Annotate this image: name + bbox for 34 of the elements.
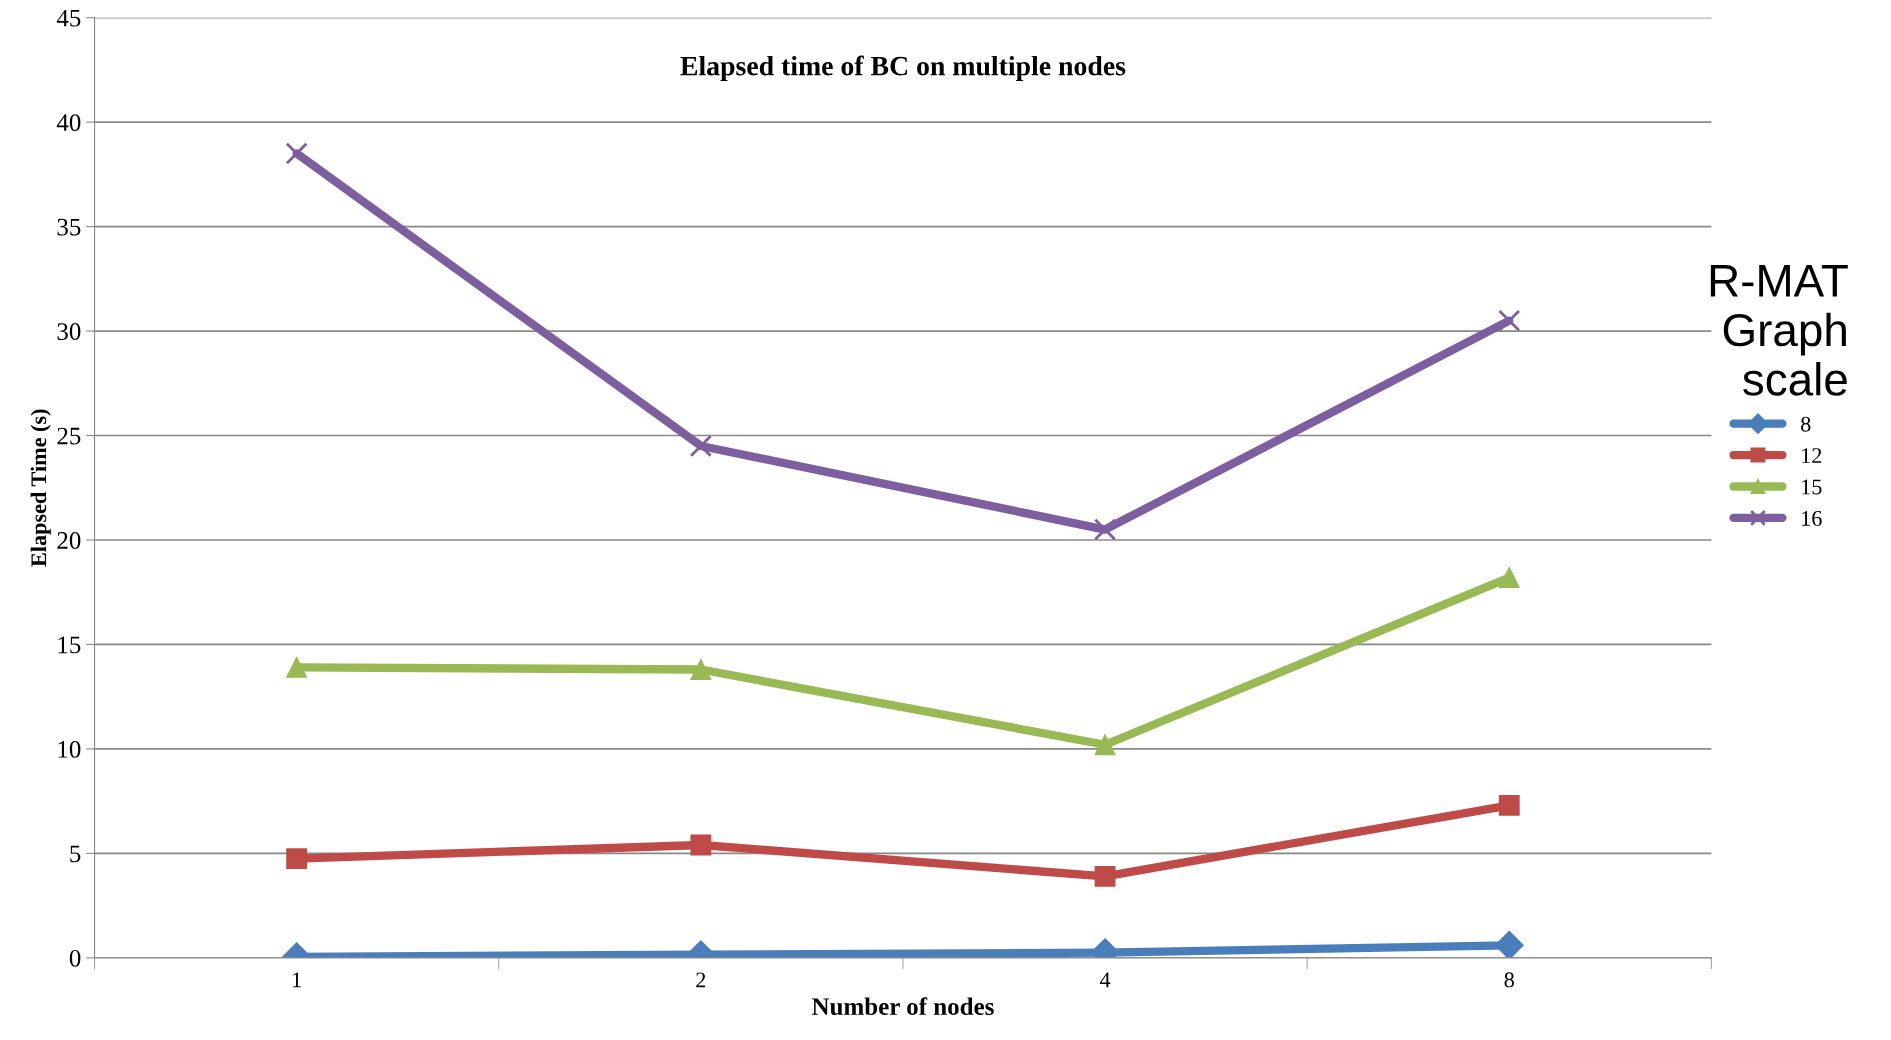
point <box>1093 518 1117 541</box>
x-tick-label: 4 <box>1099 972 1111 988</box>
y-tick-label: 0 <box>69 949 81 967</box>
point <box>1498 794 1520 816</box>
y-tick-label: 20 <box>57 532 81 549</box>
y-tick-label: 40 <box>56 114 81 132</box>
y-tick-label: 25 <box>57 427 81 445</box>
point <box>1094 865 1116 887</box>
x-axis-title: Number of nodes <box>811 997 994 1016</box>
legend-label: 16 <box>1802 510 1822 526</box>
y-axis-title: Elapsed Time (s) <box>30 409 51 567</box>
text: Elapsed time of BC on multiple nodes <box>680 55 1126 82</box>
point <box>690 659 712 680</box>
y-tick-label: 10 <box>58 740 81 758</box>
point <box>285 142 308 165</box>
y-tick-label: 5 <box>70 845 81 863</box>
legend-label: 8 <box>1801 416 1811 432</box>
point <box>286 657 308 678</box>
x-tick-label: 2 <box>696 972 706 988</box>
point <box>286 848 308 870</box>
legend-label: 12 <box>1802 448 1822 463</box>
y-tick-label: 30 <box>57 323 81 340</box>
x-tick-label: 1 <box>293 972 301 988</box>
legend-title: R-MAT Graph scale <box>1710 265 1848 396</box>
point <box>689 434 712 458</box>
y-tick-label: 15 <box>58 636 81 654</box>
legend-label: 15 <box>1802 479 1822 495</box>
y-tick-label: 35 <box>57 218 81 236</box>
y-tick-label: 45 <box>56 9 81 27</box>
point <box>1498 567 1520 589</box>
x-tick-label: 8 <box>1504 972 1514 988</box>
point <box>690 834 712 856</box>
point <box>1094 734 1116 756</box>
point <box>1498 309 1521 332</box>
